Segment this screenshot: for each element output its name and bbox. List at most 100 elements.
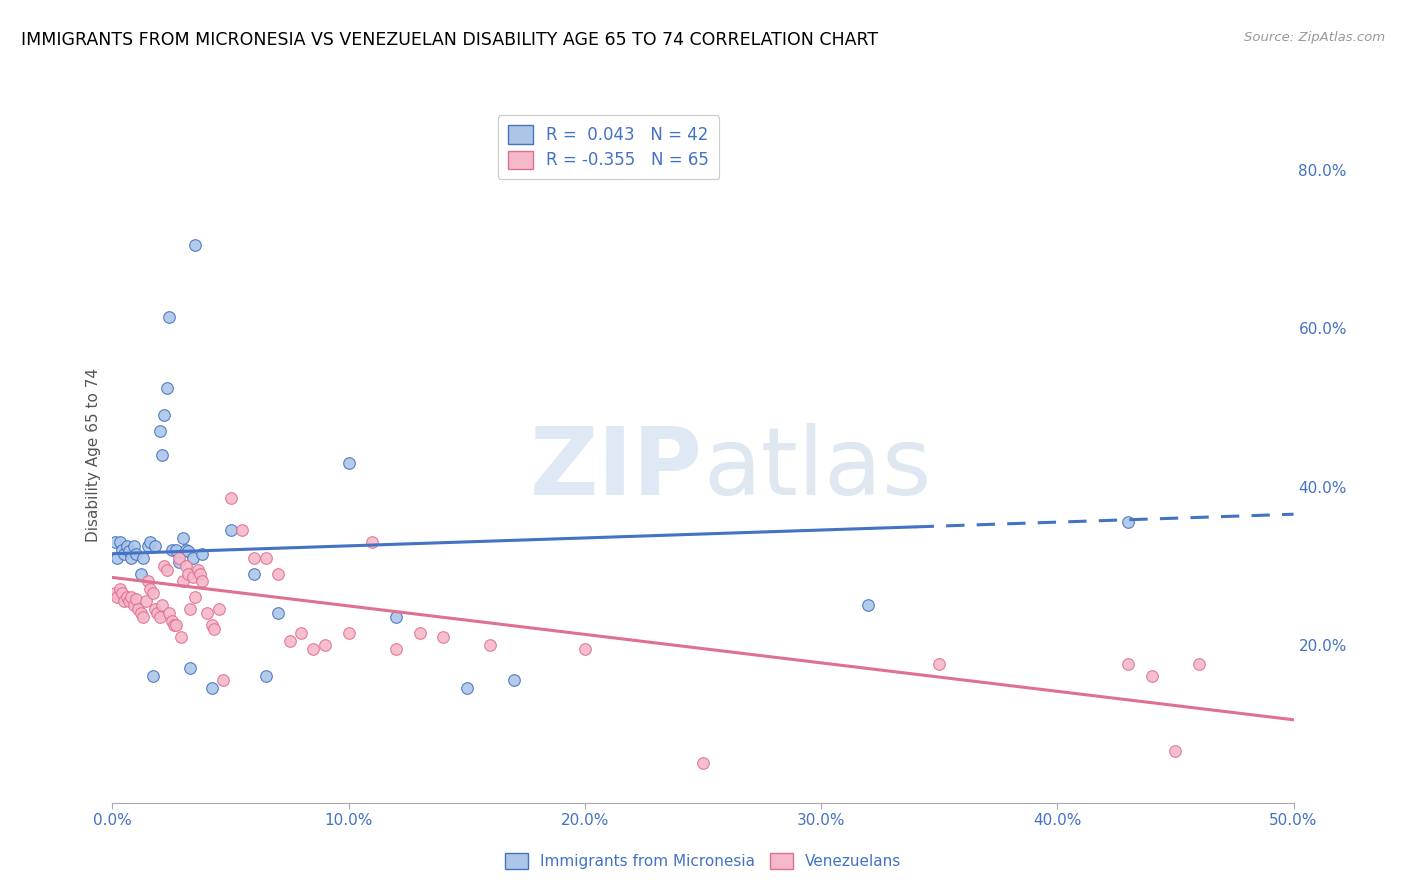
Point	[135, 594, 157, 608]
Point	[167, 550, 190, 565]
Point	[181, 550, 204, 565]
Point	[112, 594, 135, 608]
Text: ZIP: ZIP	[530, 423, 703, 515]
Point	[1188, 657, 1211, 672]
Point	[120, 550, 142, 565]
Point	[267, 606, 290, 620]
Point	[337, 625, 360, 640]
Point	[139, 534, 162, 549]
Point	[112, 547, 135, 561]
Point	[150, 598, 173, 612]
Point	[314, 638, 336, 652]
Point	[219, 523, 242, 537]
Point	[157, 606, 180, 620]
Point	[928, 657, 950, 672]
Point	[456, 681, 478, 695]
Point	[195, 606, 218, 620]
Point	[201, 618, 224, 632]
Y-axis label: Disability Age 65 to 74: Disability Age 65 to 74	[86, 368, 101, 542]
Point	[385, 610, 408, 624]
Point	[191, 574, 214, 589]
Text: Source: ZipAtlas.com: Source: ZipAtlas.com	[1244, 31, 1385, 45]
Point	[156, 381, 179, 395]
Point	[574, 641, 596, 656]
Point	[143, 539, 166, 553]
Point	[243, 566, 266, 581]
Point	[111, 586, 134, 600]
Point	[172, 574, 194, 589]
Point	[254, 669, 277, 683]
Point	[1140, 669, 1163, 683]
Legend: Immigrants from Micronesia, Venezuelans: Immigrants from Micronesia, Venezuelans	[499, 847, 907, 875]
Point	[186, 563, 208, 577]
Point	[408, 625, 430, 640]
Point	[170, 630, 193, 644]
Point	[188, 566, 211, 581]
Point	[136, 574, 159, 589]
Point	[111, 542, 134, 557]
Point	[122, 598, 145, 612]
Point	[208, 602, 231, 616]
Point	[165, 618, 187, 632]
Point	[153, 409, 176, 423]
Point	[160, 542, 183, 557]
Point	[153, 558, 176, 573]
Point	[157, 310, 180, 324]
Point	[201, 681, 224, 695]
Point	[385, 641, 408, 656]
Point	[115, 591, 138, 605]
Point	[1116, 657, 1139, 672]
Point	[105, 550, 128, 565]
Point	[129, 606, 152, 620]
Point	[163, 618, 186, 632]
Point	[1116, 515, 1139, 529]
Point	[184, 591, 207, 605]
Point	[132, 610, 155, 624]
Point	[139, 582, 162, 597]
Point	[143, 602, 166, 616]
Point	[125, 547, 148, 561]
Point	[108, 582, 131, 597]
Point	[692, 756, 714, 771]
Point	[104, 586, 127, 600]
Point	[177, 566, 200, 581]
Point	[104, 534, 127, 549]
Point	[174, 558, 197, 573]
Point	[337, 456, 360, 470]
Legend: R =  0.043   N = 42, R = -0.355   N = 65: R = 0.043 N = 42, R = -0.355 N = 65	[498, 115, 718, 179]
Point	[181, 570, 204, 584]
Point	[858, 598, 880, 612]
Point	[115, 539, 138, 553]
Point	[254, 550, 277, 565]
Point	[212, 673, 235, 688]
Point	[142, 669, 165, 683]
Point	[165, 542, 187, 557]
Point	[432, 630, 454, 644]
Point	[177, 544, 200, 558]
Point	[479, 638, 502, 652]
Point	[136, 539, 159, 553]
Point	[267, 566, 290, 581]
Point	[1164, 744, 1187, 758]
Point	[129, 566, 152, 581]
Point	[179, 661, 201, 675]
Point	[156, 563, 179, 577]
Point	[149, 610, 172, 624]
Point	[290, 625, 312, 640]
Point	[184, 238, 207, 252]
Point	[120, 591, 142, 605]
Point	[278, 633, 301, 648]
Point	[160, 614, 183, 628]
Point	[361, 534, 384, 549]
Point	[172, 531, 194, 545]
Point	[127, 602, 149, 616]
Point	[243, 550, 266, 565]
Text: atlas: atlas	[703, 423, 931, 515]
Point	[108, 534, 131, 549]
Point	[149, 424, 172, 438]
Point	[142, 586, 165, 600]
Text: IMMIGRANTS FROM MICRONESIA VS VENEZUELAN DISABILITY AGE 65 TO 74 CORRELATION CHA: IMMIGRANTS FROM MICRONESIA VS VENEZUELAN…	[21, 31, 879, 49]
Point	[231, 523, 253, 537]
Point	[503, 673, 526, 688]
Point	[174, 542, 197, 557]
